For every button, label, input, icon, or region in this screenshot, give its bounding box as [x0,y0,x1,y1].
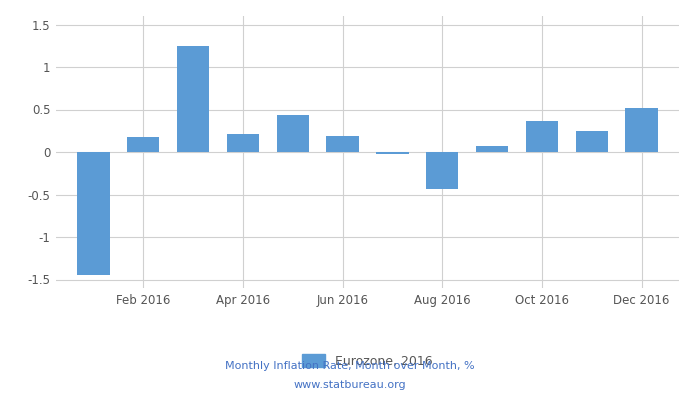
Bar [625,108,658,152]
Bar [575,131,608,152]
Text: www.statbureau.org: www.statbureau.org [294,380,406,390]
Bar [376,152,409,154]
Bar [177,46,209,152]
Bar [276,116,309,152]
Bar [526,120,558,152]
Bar [77,152,110,275]
Text: Monthly Inflation Rate, Month over Month, %: Monthly Inflation Rate, Month over Month… [225,361,475,371]
Bar [326,136,359,152]
Bar [426,152,459,188]
Bar [476,146,508,152]
Legend: Eurozone, 2016: Eurozone, 2016 [302,354,433,368]
Bar [127,137,160,152]
Bar [227,134,259,152]
